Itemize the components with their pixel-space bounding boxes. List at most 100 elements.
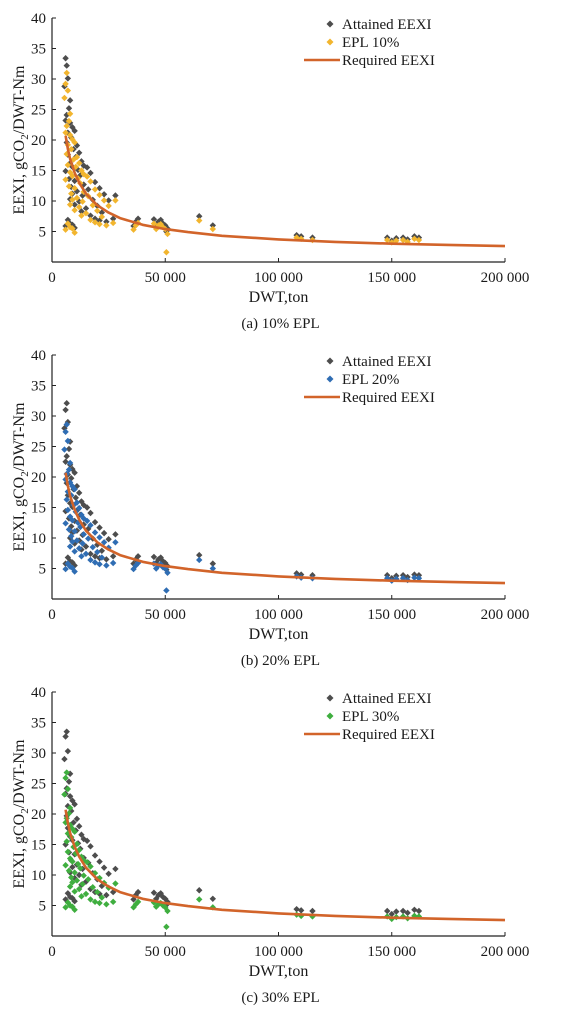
data-point bbox=[87, 212, 94, 219]
data-point bbox=[87, 216, 94, 224]
data-point bbox=[209, 222, 217, 229]
data-point bbox=[100, 191, 108, 198]
x-tick-label: 0 bbox=[48, 944, 56, 960]
data-point bbox=[63, 496, 70, 503]
data-point bbox=[73, 537, 81, 544]
data-point bbox=[71, 469, 78, 476]
data-point bbox=[64, 747, 72, 755]
data-point bbox=[73, 142, 81, 149]
x-tick-label: 150 000 bbox=[367, 270, 416, 286]
data-point bbox=[209, 565, 217, 572]
data-point bbox=[80, 162, 87, 169]
x-tick-label: 200 000 bbox=[481, 607, 530, 623]
data-point bbox=[196, 896, 203, 903]
data-point bbox=[80, 170, 87, 178]
chart-caption-c: (c) 30% EPL bbox=[241, 990, 320, 1006]
data-point bbox=[98, 554, 106, 561]
data-point bbox=[98, 547, 106, 555]
data-point bbox=[64, 75, 72, 82]
data-point bbox=[66, 459, 74, 467]
data-point bbox=[163, 923, 170, 931]
data-point bbox=[62, 55, 69, 62]
data-point bbox=[152, 565, 160, 572]
data-point bbox=[134, 215, 142, 222]
x-tick-label: 100 000 bbox=[254, 944, 303, 960]
y-tick-label: 20 bbox=[31, 470, 46, 486]
data-point bbox=[65, 466, 73, 473]
data-point bbox=[68, 874, 75, 881]
data-point bbox=[64, 87, 72, 94]
data-point bbox=[98, 213, 106, 221]
data-point bbox=[74, 860, 82, 868]
data-point bbox=[105, 197, 112, 204]
y-tick-label: 35 bbox=[31, 42, 46, 58]
data-point bbox=[75, 203, 83, 211]
data-point bbox=[78, 831, 85, 838]
data-point bbox=[152, 225, 160, 233]
data-point bbox=[62, 458, 69, 465]
data-point bbox=[62, 129, 69, 136]
data-point bbox=[79, 540, 86, 547]
y-tick-label: 5 bbox=[39, 562, 47, 578]
y-tick-label: 25 bbox=[31, 103, 46, 119]
data-point bbox=[96, 534, 103, 541]
data-point bbox=[63, 421, 70, 428]
data-point bbox=[65, 175, 73, 183]
data-point bbox=[80, 501, 87, 509]
data-point bbox=[157, 216, 164, 224]
data-point bbox=[87, 843, 94, 850]
data-point bbox=[62, 428, 69, 436]
data-point bbox=[85, 535, 92, 542]
y-tick-label: 30 bbox=[31, 72, 46, 88]
x-tick-label: 0 bbox=[48, 270, 56, 286]
legend-label: Required EEXI bbox=[342, 53, 435, 69]
data-point bbox=[62, 862, 69, 869]
series-epl bbox=[61, 421, 423, 594]
data-point bbox=[65, 183, 73, 190]
data-point bbox=[61, 94, 68, 102]
data-point bbox=[62, 167, 69, 175]
x-tick-label: 150 000 bbox=[367, 607, 416, 623]
legend-label: Attained EEXI bbox=[342, 691, 432, 707]
legend-label: Attained EEXI bbox=[342, 17, 432, 33]
data-point bbox=[196, 556, 203, 564]
data-point bbox=[83, 504, 91, 511]
data-point bbox=[150, 216, 158, 223]
y-tick-label: 15 bbox=[31, 164, 46, 180]
data-point bbox=[130, 226, 137, 233]
y-tick-label: 25 bbox=[31, 440, 46, 456]
data-point bbox=[83, 173, 91, 180]
data-point bbox=[96, 899, 103, 907]
data-point bbox=[66, 131, 74, 139]
x-tick-label: 100 000 bbox=[254, 607, 303, 623]
data-point bbox=[82, 205, 90, 212]
data-point bbox=[75, 159, 83, 167]
data-point bbox=[162, 559, 169, 567]
chart-caption-a: (a) 10% EPL bbox=[241, 316, 320, 332]
data-point bbox=[109, 215, 117, 222]
y-tick-label: 25 bbox=[31, 777, 46, 793]
data-point bbox=[105, 870, 112, 877]
y-tick-label: 20 bbox=[31, 807, 46, 823]
data-point bbox=[65, 117, 73, 125]
chart-panel-a: 5 10 15 20 25 30 35 40 0 50 000 100 000 150 000 200 … bbox=[0, 0, 561, 337]
data-point bbox=[62, 774, 69, 782]
data-point bbox=[80, 835, 87, 843]
data-point bbox=[62, 733, 69, 740]
data-point bbox=[87, 521, 94, 529]
y-axis-label: EEXI, gCO2/DWT-Nm bbox=[11, 739, 31, 888]
data-point bbox=[71, 869, 78, 876]
plot-area bbox=[61, 399, 506, 594]
data-point bbox=[63, 62, 70, 69]
data-point bbox=[64, 161, 72, 169]
legend-label: Attained EEXI bbox=[342, 354, 432, 370]
data-point bbox=[75, 545, 83, 552]
data-point bbox=[96, 184, 103, 192]
data-point bbox=[69, 225, 76, 232]
data-point bbox=[112, 865, 119, 873]
legend-label: Required EEXI bbox=[342, 390, 435, 406]
data-point bbox=[61, 446, 68, 453]
y-tick-label: 20 bbox=[31, 133, 46, 149]
data-point bbox=[71, 898, 78, 905]
data-point bbox=[71, 906, 78, 913]
